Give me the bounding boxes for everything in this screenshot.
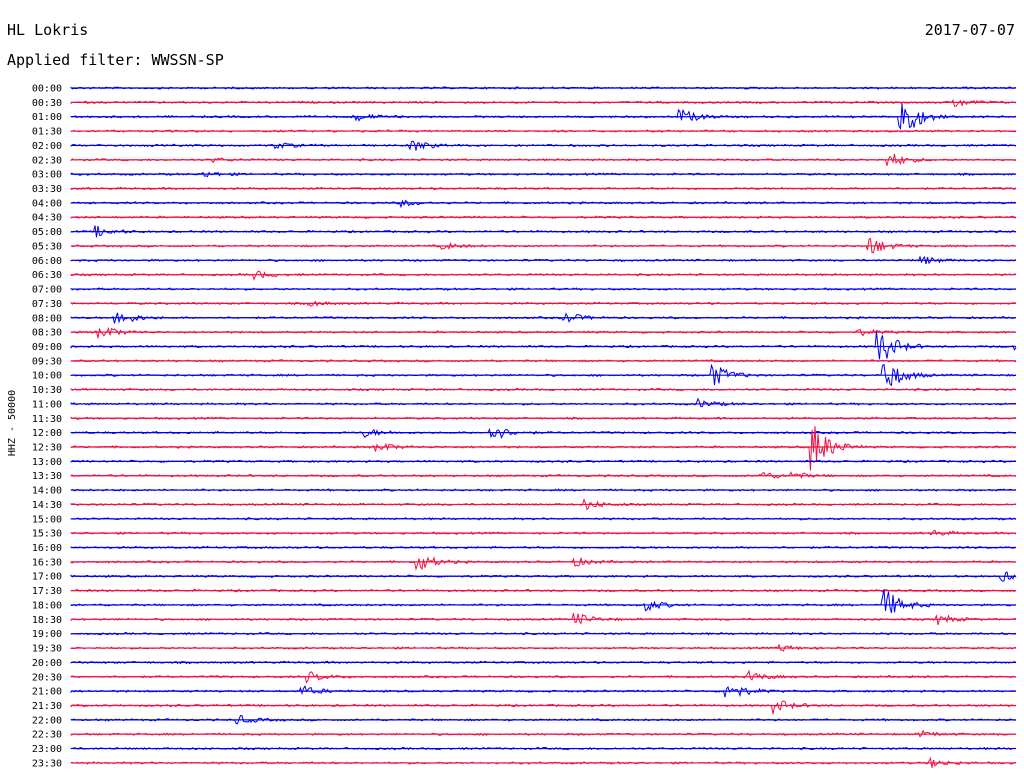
trace-row bbox=[70, 326, 1017, 339]
tick-label: 09:00 bbox=[32, 342, 62, 353]
tick-label: 03:00 bbox=[32, 170, 62, 181]
tick-label: 01:30 bbox=[32, 127, 62, 138]
tick-label: 07:00 bbox=[32, 285, 62, 296]
tick-label: 23:30 bbox=[32, 758, 62, 769]
trace-row bbox=[70, 199, 1017, 209]
tick-label: 11:30 bbox=[32, 414, 62, 425]
tick-label: 22:00 bbox=[32, 715, 62, 726]
tick-label: 19:30 bbox=[32, 644, 62, 655]
tick-label: 00:00 bbox=[32, 84, 62, 95]
tick-label: 06:00 bbox=[32, 256, 62, 267]
tick-label: 13:30 bbox=[32, 471, 62, 482]
tick-label: 07:30 bbox=[32, 299, 62, 310]
tick-label: 14:30 bbox=[32, 500, 62, 511]
tick-label: 04:00 bbox=[32, 198, 62, 209]
tick-label: 22:30 bbox=[32, 730, 62, 741]
tick-label: 12:30 bbox=[32, 443, 62, 454]
tick-label: 16:30 bbox=[32, 557, 62, 568]
trace-row bbox=[70, 103, 1017, 131]
tick-label: 05:00 bbox=[32, 227, 62, 238]
seismogram-rows: 00:00 00:30 01:00 01:30 02:00 02:30 03:00 03:30… bbox=[32, 84, 1017, 769]
tick-label: 09:30 bbox=[32, 356, 62, 367]
tick-label: 02:00 bbox=[32, 141, 62, 152]
tick-label: 23:00 bbox=[32, 744, 62, 755]
tick-label: 19:00 bbox=[32, 629, 62, 640]
trace-row bbox=[70, 331, 1017, 360]
tick-label: 13:00 bbox=[32, 457, 62, 468]
date-label: 2017-07-07 bbox=[924, 21, 1015, 39]
tick-label: 20:00 bbox=[32, 658, 62, 669]
tick-label: 18:00 bbox=[32, 600, 62, 611]
tick-label: 10:30 bbox=[32, 385, 62, 396]
tick-label: 01:00 bbox=[32, 112, 62, 123]
tick-label: 18:30 bbox=[32, 615, 62, 626]
tick-label: 08:30 bbox=[32, 328, 62, 339]
trace-row bbox=[70, 556, 1017, 571]
tick-label: 17:30 bbox=[32, 586, 62, 597]
tick-label: 00:30 bbox=[32, 98, 62, 109]
tick-label: 21:30 bbox=[32, 701, 62, 712]
tick-label: 04:30 bbox=[32, 213, 62, 224]
trace-row bbox=[70, 98, 1017, 107]
tick-label: 02:30 bbox=[32, 155, 62, 166]
tick-label: 06:30 bbox=[32, 270, 62, 281]
tick-label: 20:30 bbox=[32, 672, 62, 683]
tick-label: 10:00 bbox=[32, 371, 62, 382]
trace-row bbox=[70, 700, 1017, 715]
tick-label: 11:00 bbox=[32, 399, 62, 410]
tick-label: 12:00 bbox=[32, 428, 62, 439]
tick-label: 21:00 bbox=[32, 687, 62, 698]
trace-row bbox=[70, 589, 1017, 614]
filter-label: Applied filter: WWSSN-SP bbox=[7, 51, 224, 69]
tick-label: 17:00 bbox=[32, 572, 62, 583]
trace-row bbox=[70, 427, 1017, 439]
tick-label: 16:00 bbox=[32, 543, 62, 554]
trace-row bbox=[70, 397, 1017, 408]
tick-label: 03:30 bbox=[32, 184, 62, 195]
tick-label: 15:30 bbox=[32, 529, 62, 540]
station-title: HL Lokris bbox=[7, 21, 89, 39]
tick-label: 05:30 bbox=[32, 241, 62, 252]
tick-label: 15:00 bbox=[32, 514, 62, 525]
tick-label: 08:00 bbox=[32, 313, 62, 324]
tick-label: 14:00 bbox=[32, 486, 62, 497]
